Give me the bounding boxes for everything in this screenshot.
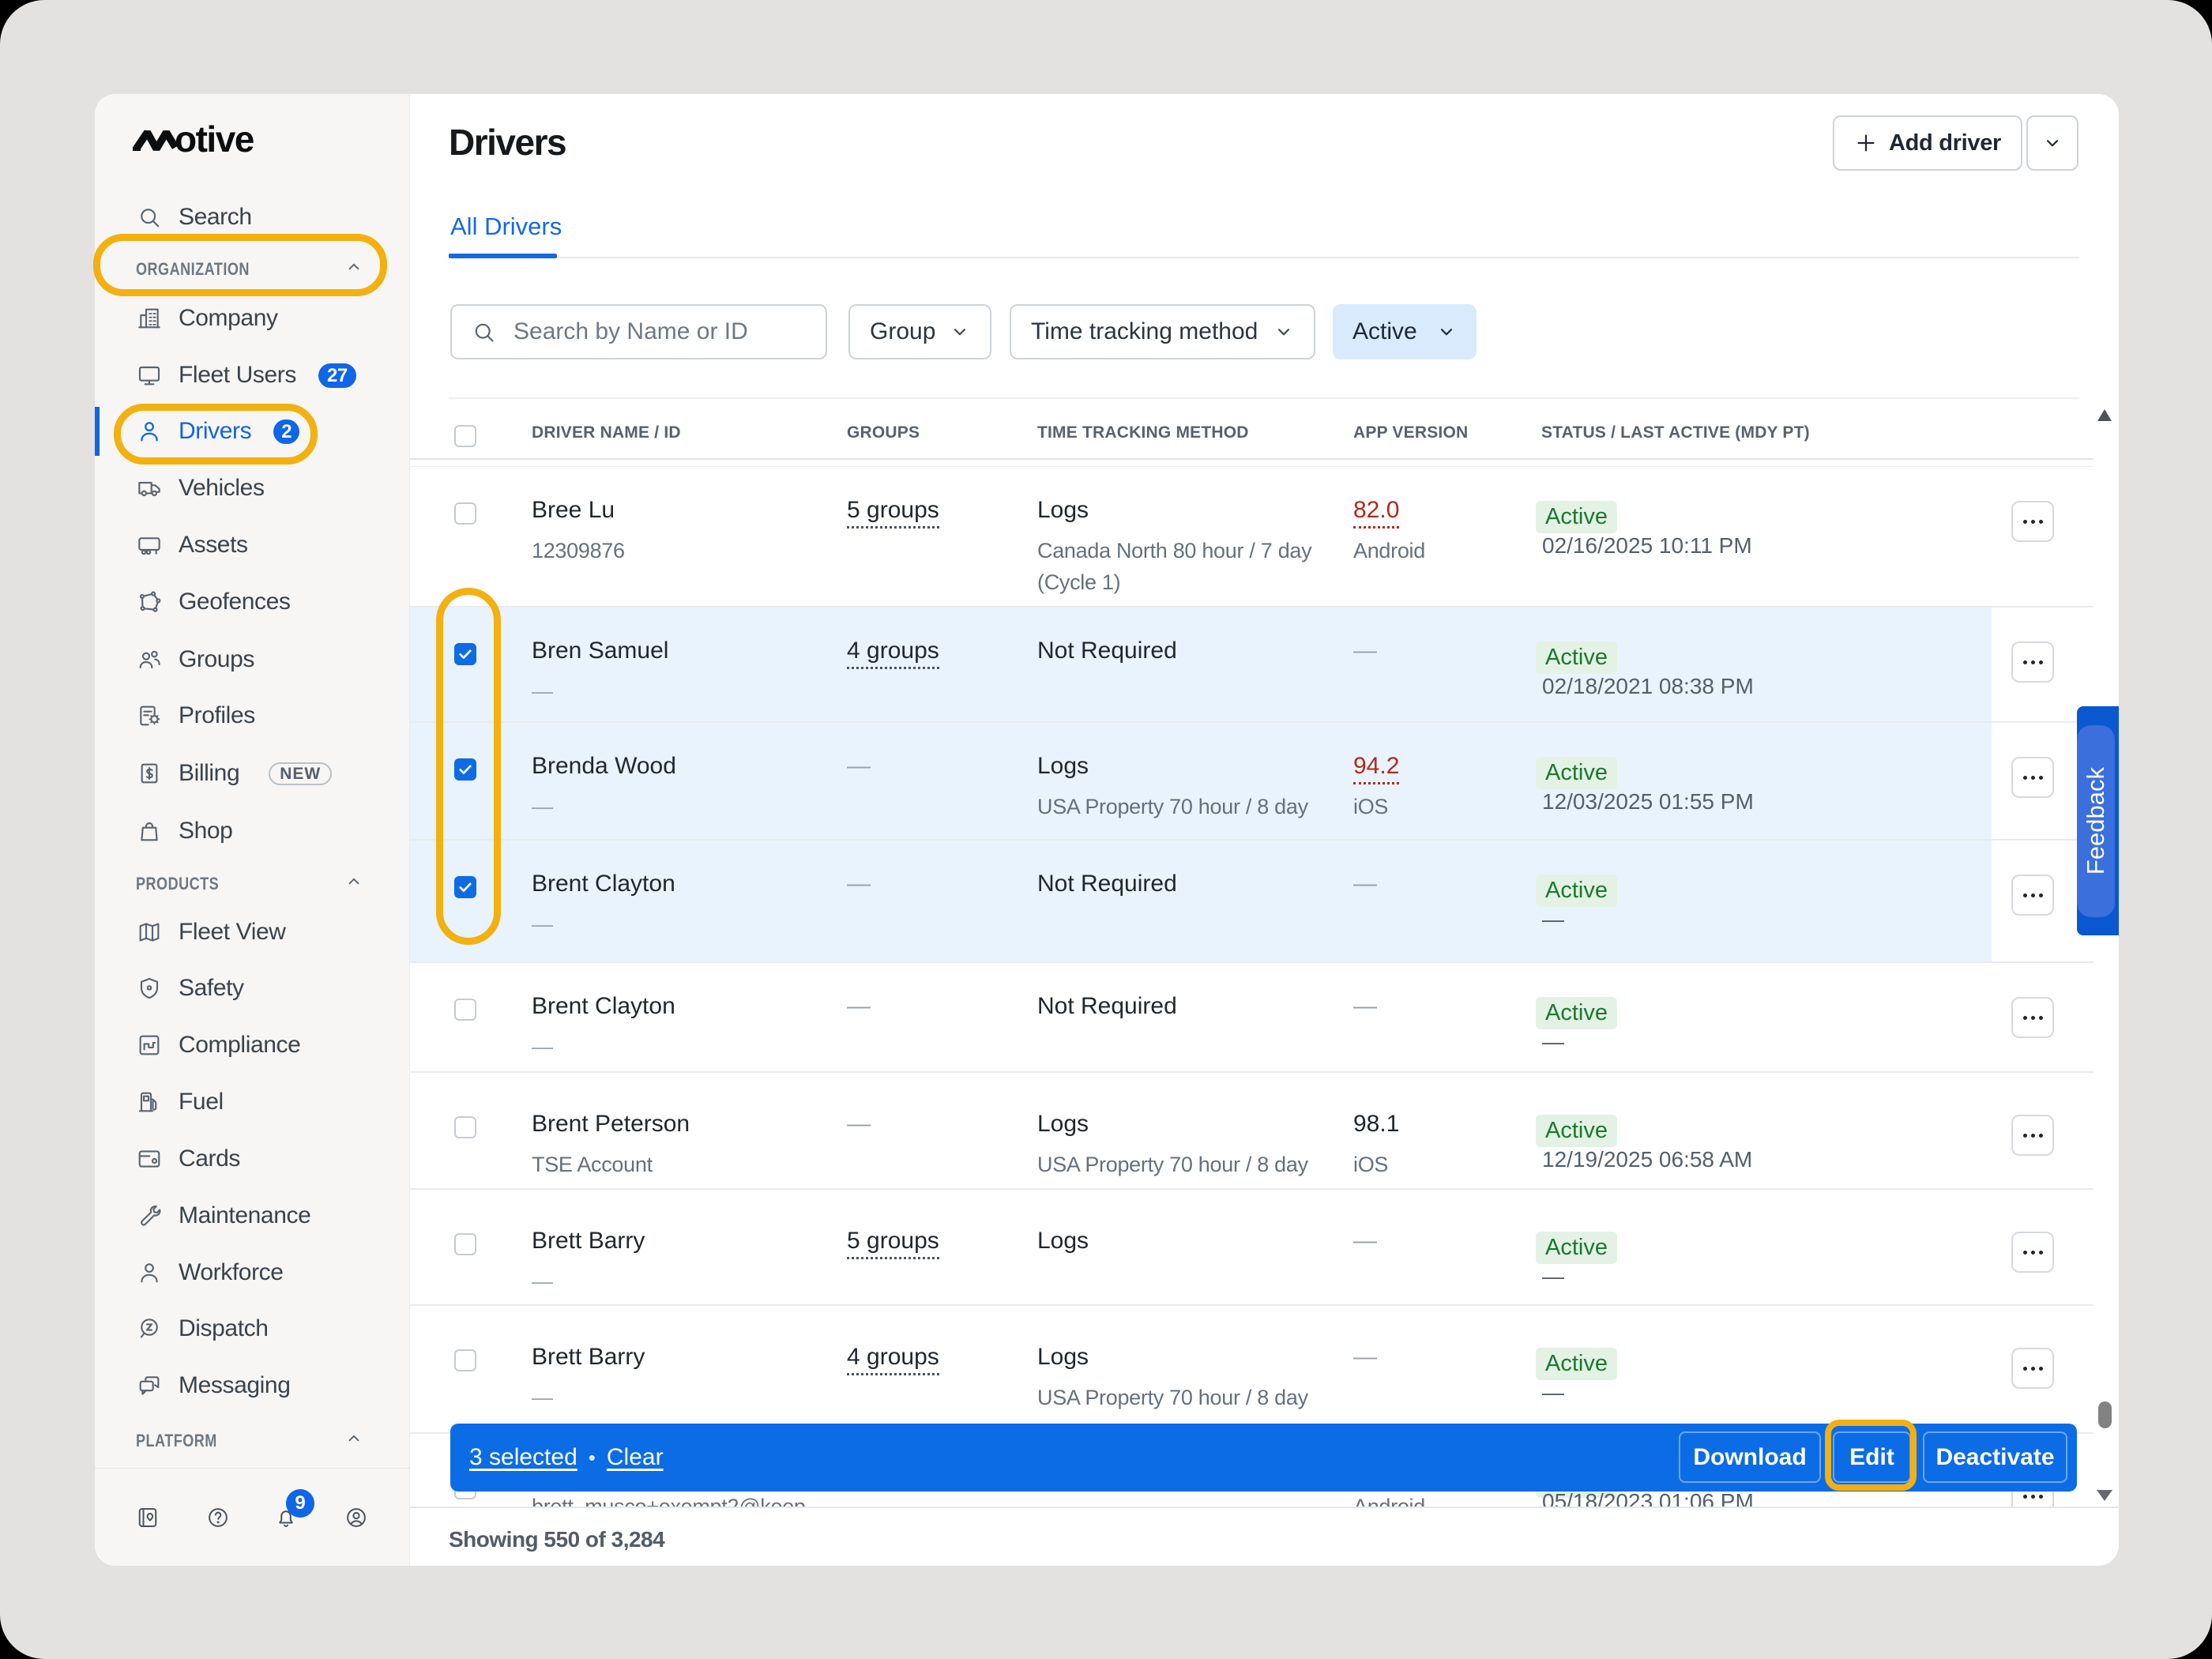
svg-text:otive: otive (175, 123, 254, 155)
